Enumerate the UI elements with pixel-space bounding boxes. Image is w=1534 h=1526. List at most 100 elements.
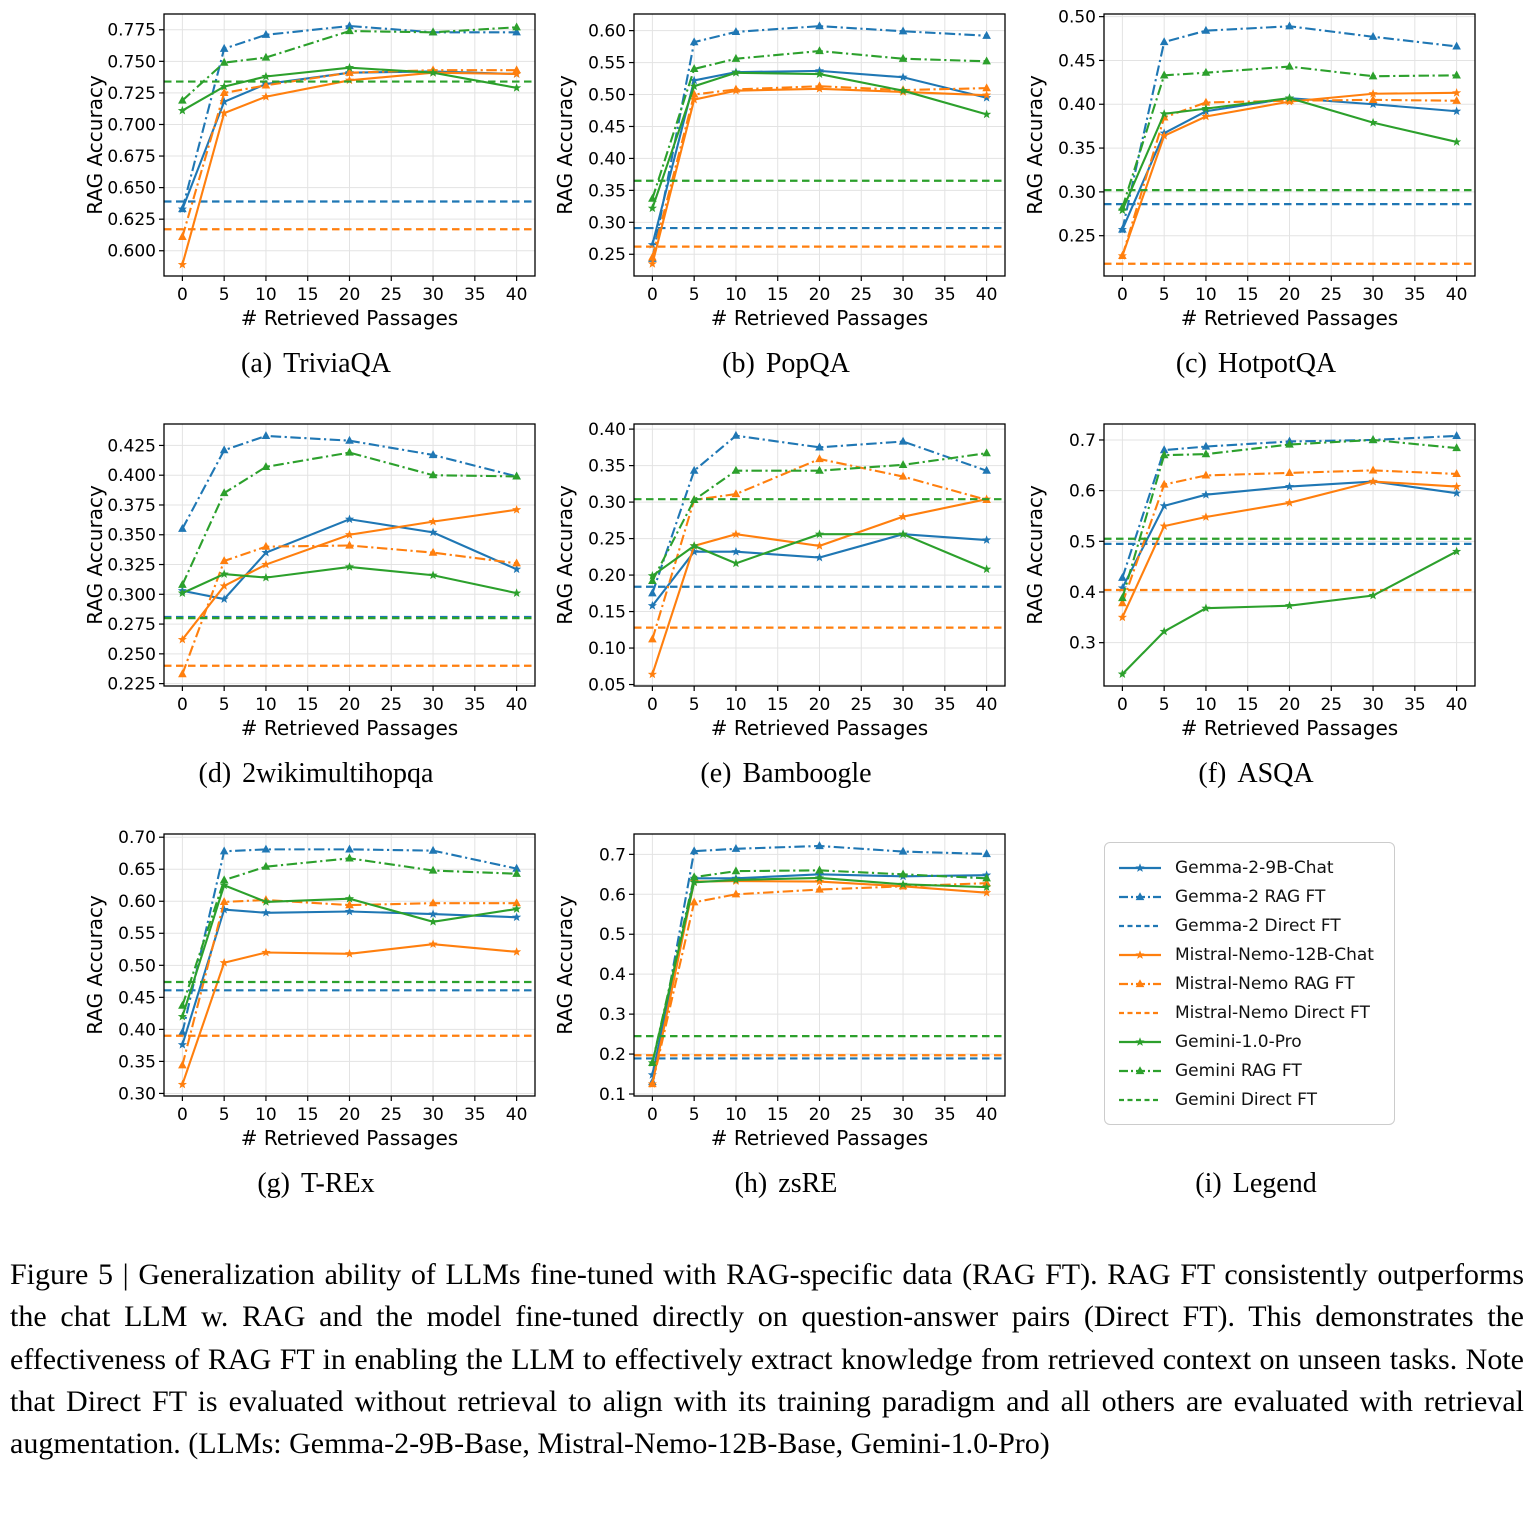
series-gemini-rag-ft	[648, 46, 991, 202]
legend-label: Gemini RAG FT	[1175, 1060, 1302, 1081]
series-gemma-2-rag-ft	[178, 21, 521, 213]
legend-label: Gemini-1.0-Pro	[1175, 1031, 1302, 1052]
svg-text:25: 25	[850, 1105, 872, 1125]
subplot-h-caption: (h) zsRE	[556, 1168, 1016, 1200]
svg-text:0: 0	[1117, 695, 1128, 715]
svg-text:35: 35	[1404, 285, 1426, 305]
subplot-h-zsre: 0.1 0.2 0.3 0.4 0.5 0.6 0.7 0 5 10 15 20 25 30 35 40 # R…	[556, 826, 1026, 1236]
svg-text:40: 40	[1446, 695, 1468, 715]
svg-text:5: 5	[689, 695, 700, 715]
svg-text:0.40: 0.40	[1058, 95, 1096, 115]
svg-text:0.30: 0.30	[588, 213, 626, 233]
chart-popqa: 0.25 0.30 0.35 0.40 0.45 0.50 0.55 0.60 0 5 10 15 20…	[556, 13, 1006, 330]
legend-label: Gemini Direct FT	[1175, 1089, 1317, 1110]
figure-caption: Figure 5 | Generalization ability of LLM…	[10, 1258, 1524, 1461]
chart-hotpotqa: 0.25 0.30 0.35 0.40 0.45 0.50 0 5 10 15 20 25 30 35 40…	[1026, 8, 1476, 330]
subplot-c-caption: (c) HotpotQA	[1026, 348, 1486, 380]
subplot-e-caption-label: (e)	[700, 758, 732, 789]
svg-text:40: 40	[1446, 285, 1468, 305]
svg-text:0.55: 0.55	[118, 924, 156, 944]
gridlines	[164, 424, 535, 686]
series-gemma-2-rag-ft	[178, 844, 521, 1036]
svg-text:0.225: 0.225	[107, 675, 156, 695]
svg-text:25: 25	[850, 285, 872, 305]
series-gemini-1-0-pro	[1117, 546, 1462, 678]
series-gemini-1-0-pro	[177, 562, 522, 597]
svg-text:0.40: 0.40	[588, 420, 626, 440]
svg-text:5: 5	[689, 1105, 700, 1125]
legend-line-sample-solid	[1119, 949, 1161, 959]
subplot-d-caption-title: 2wikimultihopqa	[242, 758, 434, 789]
subplot-d-caption: (d) 2wikimultihopqa	[86, 758, 546, 790]
axis-ticks: 0.05 0.10 0.15 0.20 0.25 0.30 0.35 0.40 0 5 10 15 20…	[588, 420, 997, 715]
svg-text:0.7: 0.7	[599, 845, 626, 865]
subplot-h-caption-label: (h)	[734, 1168, 768, 1199]
svg-text:20: 20	[1279, 695, 1301, 715]
svg-text:40: 40	[976, 695, 998, 715]
subplot-g-plot-area: 0.30 0.35 0.40 0.45 0.50 0.55 0.60 0.65 0.70 0 5 10…	[86, 826, 546, 1158]
subplot-a-caption: (a) TriviaQA	[86, 348, 546, 380]
y-axis-label: RAG Accuracy	[1026, 75, 1047, 215]
subplot-b-popqa: 0.25 0.30 0.35 0.40 0.45 0.50 0.55 0.60 0 5 10 15 20…	[556, 6, 1026, 416]
subplot-f-asqa: 0.3 0.4 0.5 0.6 0.7 0 5 10 15 20 25 30 35 40 # Retriev…	[1026, 416, 1496, 826]
chart-triviaqa: 0.600 0.625 0.650 0.675 0.700 0.725 0.750 0.775…	[86, 13, 536, 330]
svg-text:25: 25	[380, 285, 402, 305]
svg-text:0.700: 0.700	[107, 115, 156, 135]
x-axis-label: # Retrieved Passages	[1181, 306, 1398, 330]
svg-text:5: 5	[219, 1105, 230, 1125]
legend-label: Gemma-2-9B-Chat	[1175, 857, 1334, 878]
legend-entry-gemma-2-9b-chat: Gemma-2-9B-Chat	[1117, 853, 1374, 882]
series-mistral-nemo-12b-chat	[177, 504, 522, 644]
svg-text:15: 15	[297, 695, 319, 715]
svg-text:0.25: 0.25	[588, 530, 626, 550]
series-mistral-nemo-rag-ft	[178, 65, 521, 240]
svg-text:35: 35	[464, 695, 486, 715]
subplot-c-plot-area: 0.25 0.30 0.35 0.40 0.45 0.50 0 5 10 15 20 25 30 35 40…	[1026, 6, 1486, 338]
subplot-g-caption-label: (g)	[257, 1168, 290, 1199]
svg-text:0.300: 0.300	[107, 585, 156, 605]
chart-trex: 0.30 0.35 0.40 0.45 0.50 0.55 0.60 0.65 0.70 0 5 10…	[86, 828, 536, 1150]
svg-text:0.15: 0.15	[588, 603, 626, 623]
subplot-a-caption-label: (a)	[241, 348, 273, 379]
svg-text:0: 0	[647, 1105, 658, 1125]
svg-text:25: 25	[1320, 285, 1342, 305]
svg-text:35: 35	[464, 1105, 486, 1125]
subplot-c-hotpotqa: 0.25 0.30 0.35 0.40 0.45 0.50 0 5 10 15 20 25 30 35 40…	[1026, 6, 1496, 416]
series-gemma-2-rag-ft	[648, 430, 991, 597]
svg-text:0.70: 0.70	[118, 828, 156, 848]
svg-text:0.40: 0.40	[118, 1020, 156, 1040]
svg-text:20: 20	[1279, 285, 1301, 305]
svg-text:25: 25	[380, 695, 402, 715]
svg-text:40: 40	[976, 285, 998, 305]
figure-grid: 0.600 0.625 0.650 0.675 0.700 0.725 0.750 0.775…	[86, 6, 1496, 1236]
svg-text:0.3: 0.3	[1069, 634, 1096, 654]
legend-line-sample-solid	[1119, 1036, 1161, 1046]
svg-text:0.5: 0.5	[599, 925, 626, 945]
svg-text:0.625: 0.625	[107, 210, 156, 230]
legend-label: Mistral-Nemo Direct FT	[1175, 1002, 1370, 1023]
svg-text:5: 5	[689, 285, 700, 305]
svg-text:10: 10	[725, 1105, 747, 1125]
legend-entry-gemma-2-direct-ft: Gemma-2 Direct FT	[1117, 911, 1374, 940]
legend-caption-label: (i)	[1195, 1168, 1222, 1199]
subplot-b-caption-label: (b)	[722, 348, 755, 379]
legend-line-sample-dashed	[1119, 1098, 1161, 1101]
subplot-d-2wikimultihopqa: 0.225 0.250 0.275 0.300 0.325 0.350 0.375 0.400…	[86, 416, 556, 826]
svg-text:25: 25	[380, 1105, 402, 1125]
svg-text:30: 30	[422, 695, 444, 715]
x-axis-label: # Retrieved Passages	[241, 306, 458, 330]
series-gemini-1-0-pro	[647, 67, 992, 213]
svg-text:0.35: 0.35	[588, 457, 626, 477]
svg-text:0.2: 0.2	[599, 1045, 626, 1065]
series-gemini-rag-ft	[1118, 435, 1461, 602]
y-axis-label: RAG Accuracy	[556, 75, 577, 215]
legend-label: Mistral-Nemo RAG FT	[1175, 973, 1355, 994]
svg-text:0.50: 0.50	[588, 85, 626, 105]
chart-2wikimultihopqa: 0.225 0.250 0.275 0.300 0.325 0.350 0.375 0.400…	[86, 423, 536, 740]
legend-line-sample-dashed	[1119, 924, 1161, 927]
svg-text:0.05: 0.05	[588, 675, 626, 695]
legend-box: Gemma-2-9B-Chat Gemma-2 RAG FT Gemma-2 Dir…	[1104, 842, 1395, 1125]
svg-text:15: 15	[767, 695, 789, 715]
svg-text:40: 40	[506, 285, 528, 305]
svg-text:15: 15	[1237, 285, 1259, 305]
